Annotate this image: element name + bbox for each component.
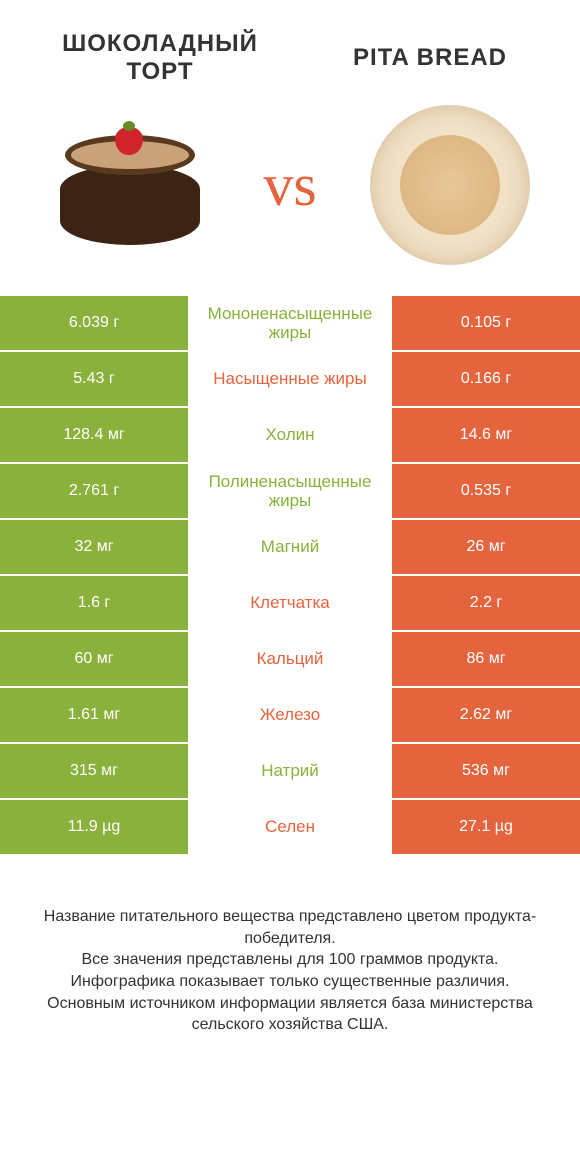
footnote-line: Все значения представлены для 100 граммо… — [30, 949, 550, 971]
left-value: 11.9 µg — [0, 800, 188, 854]
nutrient-label: Магний — [188, 520, 392, 574]
right-value: 2.62 мг — [392, 688, 580, 742]
right-value: 0.535 г — [392, 464, 580, 518]
vs-label: vs — [263, 151, 316, 220]
table-row: 2.761 гПолиненасыщенные жиры0.535 г — [0, 464, 580, 520]
left-value: 315 мг — [0, 744, 188, 798]
nutrient-label: Селен — [188, 800, 392, 854]
right-value: 2.2 г — [392, 576, 580, 630]
table-row: 128.4 мгХолин14.6 мг — [0, 408, 580, 464]
left-value: 60 мг — [0, 632, 188, 686]
comparison-table: 6.039 гМононенасыщенные жиры0.105 г5.43 … — [0, 295, 580, 856]
left-food-title: ШОКОЛАДНЫЙ ТОРТ — [40, 30, 280, 85]
left-value: 6.039 г — [0, 296, 188, 350]
vs-row: vs — [0, 95, 580, 295]
right-value: 0.166 г — [392, 352, 580, 406]
nutrient-label: Холин — [188, 408, 392, 462]
footnote-line: Название питательного вещества представл… — [30, 906, 550, 949]
left-value: 1.6 г — [0, 576, 188, 630]
table-row: 11.9 µgСелен27.1 µg — [0, 800, 580, 856]
nutrient-label: Клетчатка — [188, 576, 392, 630]
pita-image — [360, 105, 540, 265]
nutrient-label: Натрий — [188, 744, 392, 798]
table-row: 5.43 гНасыщенные жиры0.166 г — [0, 352, 580, 408]
right-value: 0.105 г — [392, 296, 580, 350]
table-row: 1.61 мгЖелезо2.62 мг — [0, 688, 580, 744]
table-row: 32 мгМагний26 мг — [0, 520, 580, 576]
cake-image — [40, 105, 220, 265]
left-value: 2.761 г — [0, 464, 188, 518]
nutrient-label: Мононенасыщенные жиры — [188, 296, 392, 350]
left-value: 5.43 г — [0, 352, 188, 406]
nutrient-label: Кальций — [188, 632, 392, 686]
right-food-title: PITA BREAD — [320, 44, 540, 72]
table-row: 315 мгНатрий536 мг — [0, 744, 580, 800]
nutrient-label: Насыщенные жиры — [188, 352, 392, 406]
left-value: 1.61 мг — [0, 688, 188, 742]
table-row: 6.039 гМононенасыщенные жиры0.105 г — [0, 296, 580, 352]
right-value: 26 мг — [392, 520, 580, 574]
nutrient-label: Железо — [188, 688, 392, 742]
nutrient-label: Полиненасыщенные жиры — [188, 464, 392, 518]
left-value: 32 мг — [0, 520, 188, 574]
footnote-line: Инфографика показывает только существенн… — [30, 971, 550, 993]
table-row: 1.6 гКлетчатка2.2 г — [0, 576, 580, 632]
right-value: 86 мг — [392, 632, 580, 686]
table-row: 60 мгКальций86 мг — [0, 632, 580, 688]
left-value: 128.4 мг — [0, 408, 188, 462]
right-value: 536 мг — [392, 744, 580, 798]
footnote: Название питательного вещества представл… — [0, 856, 580, 1036]
header: ШОКОЛАДНЫЙ ТОРТ PITA BREAD — [0, 0, 580, 95]
footnote-line: Основным источником информации является … — [30, 993, 550, 1036]
right-value: 14.6 мг — [392, 408, 580, 462]
right-value: 27.1 µg — [392, 800, 580, 854]
